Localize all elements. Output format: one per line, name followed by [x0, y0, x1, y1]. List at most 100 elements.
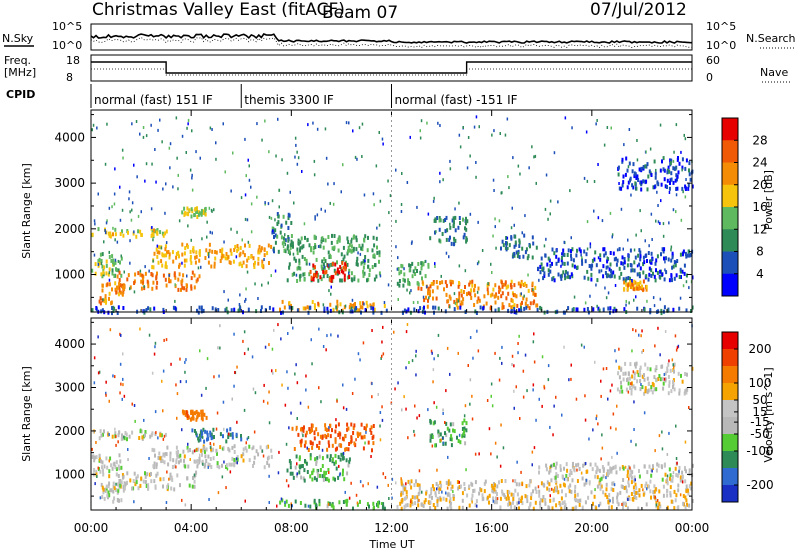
velocity-cell: [579, 498, 582, 503]
velocity-cell: [549, 425, 551, 429]
power-cell: [343, 273, 346, 278]
power-cell: [603, 253, 606, 258]
velocity-cell: [175, 465, 177, 469]
velocity-cell: [176, 392, 179, 396]
velocity-cell: [628, 376, 631, 381]
velocity-cell: [358, 432, 361, 437]
velocity-cell: [148, 333, 151, 337]
velocity-cell: [615, 359, 617, 363]
power-colorbar-label: Power [dB]: [762, 170, 775, 230]
velocity-cell: [325, 470, 328, 475]
velocity-cell: [201, 448, 204, 453]
velocity-cell: [638, 469, 640, 473]
velocity-cell: [307, 405, 310, 409]
velocity-cell: [409, 503, 412, 508]
power-cell: [491, 271, 493, 274]
power-cell: [477, 260, 480, 264]
power-cell: [162, 233, 165, 238]
power-cell: [91, 268, 94, 273]
velocity-cell: [377, 501, 379, 505]
velocity-cell: [608, 505, 610, 510]
power-cell: [277, 214, 280, 219]
power-cell: [276, 234, 279, 239]
velocity-cell: [165, 452, 168, 457]
velocity-cell: [596, 484, 599, 489]
power-cell: [650, 268, 653, 273]
velocity-cell: [119, 459, 122, 464]
power-cell: [442, 178, 444, 182]
velocity-cell: [630, 473, 633, 477]
velocity-cell: [517, 351, 519, 355]
power-cell: [343, 254, 346, 259]
power-cell: [454, 228, 457, 233]
velocity-cell: [679, 475, 682, 480]
power-cell: [516, 303, 519, 308]
velocity-cell: [300, 443, 303, 448]
power-cell: [429, 293, 431, 298]
velocity-cell: [522, 369, 525, 373]
power-cell: [631, 183, 634, 188]
velocity-cell: [617, 371, 620, 376]
power-cell: [183, 206, 186, 211]
power-cell: [473, 125, 476, 129]
velocity-cell: [382, 352, 385, 356]
power-cell: [471, 279, 474, 284]
velocity-cell: [605, 482, 608, 487]
velocity-cell: [432, 380, 434, 384]
power-cell: [118, 278, 121, 282]
power-cell: [507, 308, 510, 313]
velocity-cell: [428, 494, 431, 499]
velocity-cell: [620, 484, 623, 489]
power-cell: [462, 297, 465, 302]
freq-right-tick-bottom: 0: [706, 71, 713, 84]
power-cell: [140, 279, 143, 284]
power-cell: [232, 151, 234, 155]
power-cell: [511, 299, 514, 304]
power-colorbar-tick-label: 24: [752, 156, 767, 170]
power-cell: [173, 271, 176, 276]
power-cell: [98, 261, 101, 266]
velocity-cell: [336, 446, 338, 451]
power-cell: [664, 184, 667, 189]
velocity-cell: [651, 381, 654, 386]
power-cell: [248, 178, 251, 182]
power-cell: [463, 232, 466, 237]
velocity-cell: [394, 387, 396, 391]
power-cell: [623, 307, 626, 312]
velocity-cell: [548, 487, 551, 492]
velocity-cell: [432, 421, 435, 426]
power-cell: [651, 257, 653, 261]
power-cell: [108, 278, 111, 282]
power-cell: [630, 268, 633, 273]
velocity-cell: [584, 394, 586, 398]
velocity-cell: [101, 495, 104, 499]
velocity-cell: [636, 490, 639, 495]
power-cell: [268, 305, 271, 310]
power-cell: [640, 180, 643, 185]
power-colorbar-tick-label: 20: [752, 178, 767, 192]
velocity-cell: [671, 478, 674, 483]
date-label: 07/Jul/2012: [590, 0, 687, 20]
power-cell: [539, 264, 542, 269]
velocity-cell: [207, 465, 209, 469]
power-cell: [99, 252, 102, 257]
power-cell: [634, 280, 637, 285]
velocity-cell: [186, 445, 189, 450]
velocity-cell: [163, 434, 166, 438]
power-cell: [317, 301, 320, 306]
velocity-cell: [618, 347, 620, 351]
velocity-cell: [627, 372, 630, 377]
power-cell: [414, 272, 417, 276]
velocity-cell: [187, 442, 189, 446]
power-cell: [636, 158, 639, 162]
power-cell: [156, 254, 159, 259]
velocity-cell: [605, 487, 608, 492]
power-cell: [242, 250, 245, 255]
power-cell: [500, 294, 503, 299]
velocity-cell: [625, 387, 628, 392]
velocity-cell: [641, 329, 643, 333]
power-cell: [680, 275, 682, 279]
power-cell: [157, 260, 160, 265]
power-cell: [683, 263, 686, 268]
power-cell: [255, 309, 258, 314]
